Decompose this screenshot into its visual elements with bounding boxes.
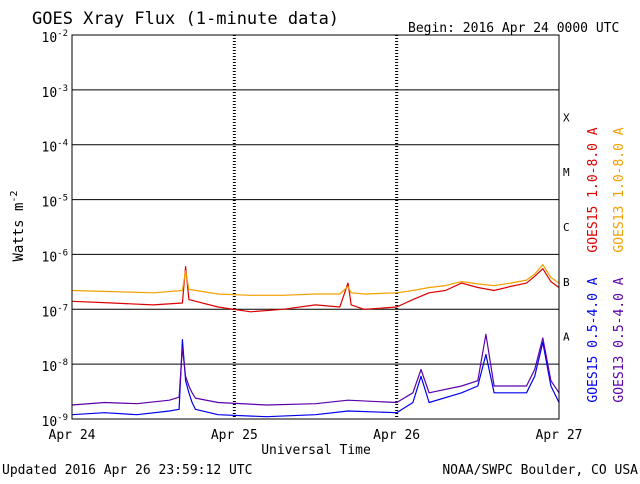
y-axis-label-text: Watts m [11,203,27,262]
y-tick-base: 10 [42,305,58,320]
series-layer [71,264,560,418]
y-tick-labels: 10-210-310-410-510-610-710-810-9 [42,29,69,430]
credit-line: NOAA/SWPC Boulder, CO USA [442,463,638,478]
x-tick-label: Apr 24 [49,428,96,443]
y-tick-label: 10-3 [42,84,69,101]
legend-entry: GOES15 0.5-4.0 A [586,277,601,402]
y-tick-label: 10-5 [42,194,69,211]
plot-frame [71,34,560,420]
series-line-goes13-1-0-8-0-a [71,264,560,296]
series-line-goes13-0-5-4-0-a [71,333,560,406]
y-tick-exponent: -5 [57,194,68,204]
x-tick-labels: Apr 24 Apr 25 Apr 26 Apr 27 [49,428,583,443]
legend-entry: GOES15 1.0-8.0 A [586,127,601,252]
begin-time: Begin: 2016 Apr 24 0000 UTC [408,21,619,36]
x-tick-label: Apr 26 [373,428,420,443]
y-axis-label-exponent: -2 [9,190,20,202]
series-line-goes15-0-5-4-0-a [71,339,560,418]
svg-text:Watts m-2: Watts m-2 [9,190,27,261]
x-axis-label: Universal Time [261,443,371,458]
y-tick-label: 10-7 [42,303,69,320]
y-tick-exponent: -2 [57,29,68,39]
updated-timestamp: Updated 2016 Apr 26 23:59:12 UTC [2,463,252,478]
x-tick-label: Apr 27 [536,428,583,443]
y-tick-base: 10 [42,360,58,375]
flare-class-labels: X M C B A [563,111,570,343]
y-axis-label: Watts m-2 [9,190,27,261]
series-line-goes15-1-0-8-0-a [71,266,560,313]
legend-entry: GOES13 0.5-4.0 A [612,277,627,402]
y-tick-exponent: -6 [57,248,68,258]
legend: GOES15 1.0-8.0 A GOES13 1.0-8.0 A GOES15 0… [586,127,627,402]
y-tick-base: 10 [42,250,58,265]
flare-class-label: B [563,276,570,289]
flare-class-label: X [563,111,570,124]
gridlines [72,89,559,365]
y-tick-base: 10 [42,196,58,211]
y-tick-base: 10 [42,31,58,46]
x-tick-label: Apr 25 [211,428,258,443]
y-tick-label: 10-6 [42,248,69,265]
y-tick-label: 10-8 [42,358,69,375]
flare-class-label: A [563,331,570,344]
flare-class-label: M [563,166,570,179]
y-tick-exponent: -7 [57,303,68,313]
y-tick-exponent: -4 [57,139,68,149]
legend-entry: GOES13 1.0-8.0 A [612,127,627,252]
y-tick-label: 10-4 [42,139,69,156]
y-tick-exponent: -3 [57,84,68,94]
chart-title: GOES Xray Flux (1-minute data) [32,9,339,29]
y-tick-label: 10-9 [42,413,69,430]
y-tick-base: 10 [42,415,58,430]
y-tick-base: 10 [42,86,58,101]
y-tick-base: 10 [42,141,58,156]
y-tick-label: 10-2 [42,29,69,46]
y-tick-exponent: -9 [57,413,68,423]
y-tick-exponent: -8 [57,358,68,368]
day-dividers [232,35,399,419]
flare-class-label: C [563,221,570,234]
